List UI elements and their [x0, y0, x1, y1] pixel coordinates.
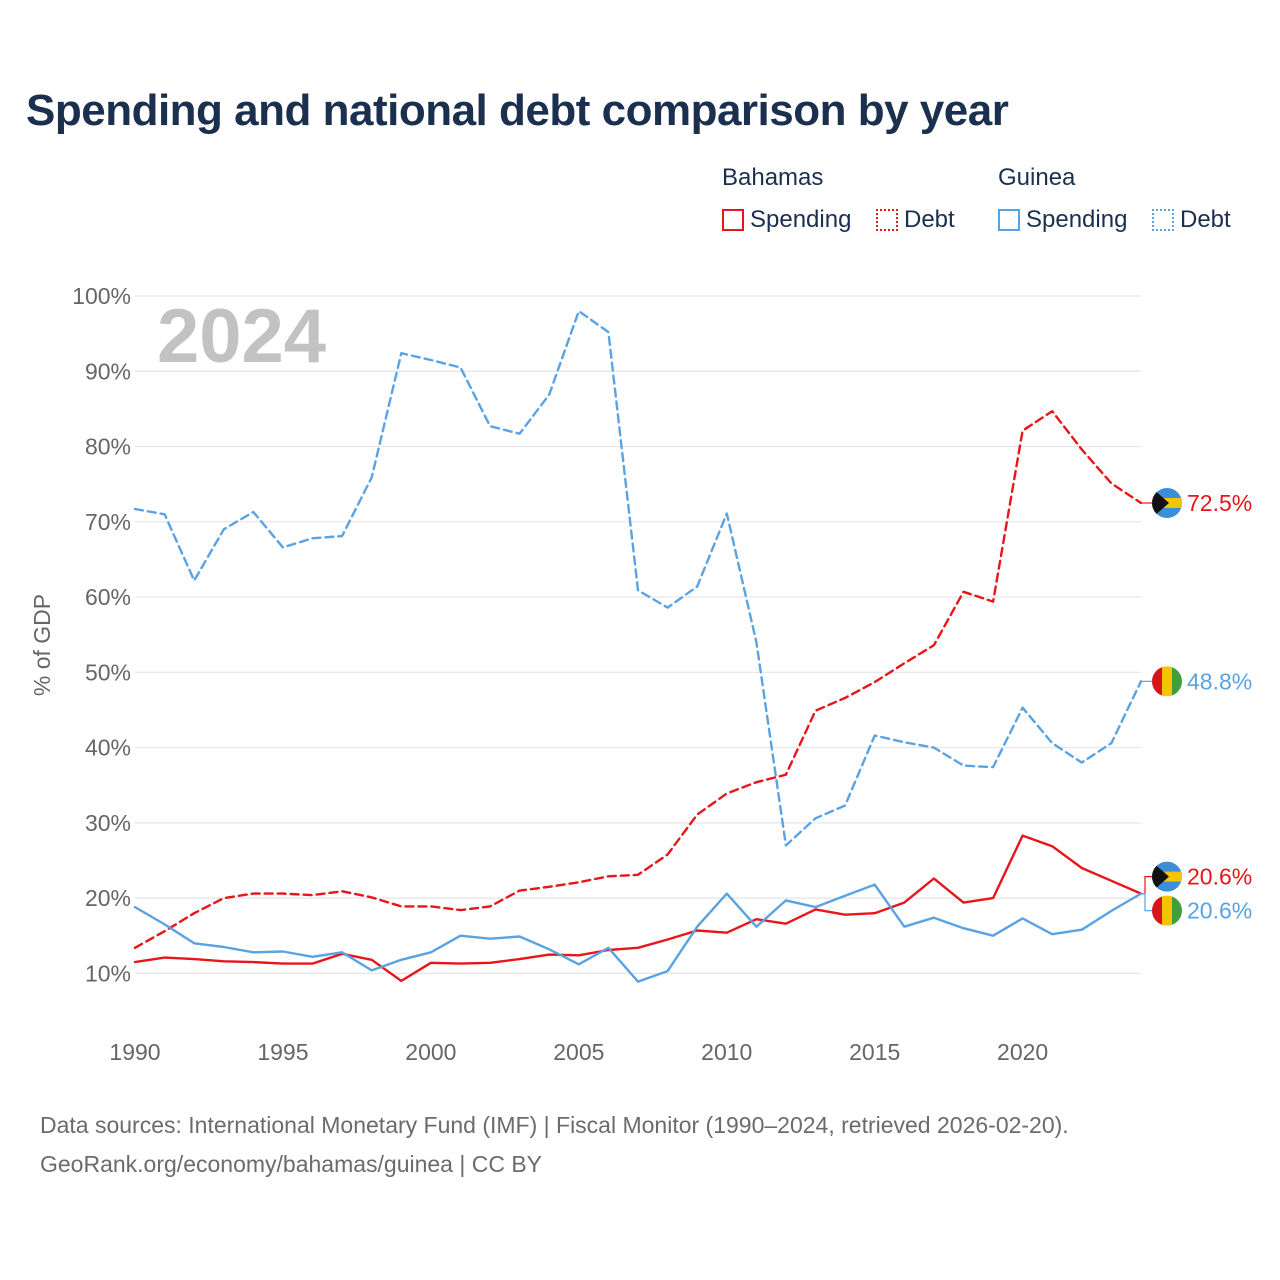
series-line-bahamas-spending[interactable]: [133, 834, 1143, 983]
x-tick-label: 2020: [997, 1039, 1048, 1065]
y-tick-label: 10%: [85, 960, 131, 986]
y-tick-label: 40%: [85, 735, 131, 761]
legend-label: Debt: [1180, 206, 1231, 233]
source-line-2[interactable]: GeoRank.org/economy/bahamas/guinea | CC …: [40, 1151, 543, 1177]
x-tick-label: 2015: [849, 1039, 900, 1065]
x-tick-label: 2010: [701, 1039, 752, 1065]
y-tick-label: 60%: [85, 584, 131, 610]
legend-item-bahamas-debt[interactable]: Debt: [876, 206, 955, 234]
legend-swatch-dotted-icon: [1152, 209, 1174, 231]
x-tick-label: 1995: [257, 1039, 308, 1065]
source-line-1: Data sources: International Monetary Fun…: [40, 1112, 1069, 1138]
legend-item-guinea-debt[interactable]: Debt: [1152, 206, 1231, 234]
end-value-label: 20.6%: [1187, 864, 1252, 890]
legend-item-guinea-spending[interactable]: Spending: [998, 206, 1127, 234]
x-tick-label: 1990: [109, 1039, 160, 1065]
end-value-label: 72.5%: [1187, 490, 1252, 516]
y-tick-label: 30%: [85, 810, 131, 836]
y-tick-label: 100%: [72, 283, 131, 309]
year-watermark: 2024: [157, 294, 326, 379]
legend-swatch-solid-icon: [998, 209, 1020, 231]
end-label-connector: [1141, 892, 1152, 912]
end-value-label: 20.6%: [1187, 898, 1252, 924]
series-line-guinea-spending[interactable]: [133, 883, 1143, 983]
end-label-connector: [1141, 875, 1152, 895]
legend-group-bahamas: Bahamas: [722, 164, 824, 191]
legend-group-guinea: Guinea: [998, 164, 1076, 191]
legend-label: Spending: [750, 206, 852, 233]
guinea-flag-icon: [1152, 666, 1182, 697]
series-line-bahamas-debt[interactable]: [133, 410, 1143, 949]
y-tick-label: 70%: [85, 509, 131, 535]
legend-swatch-solid-icon: [722, 209, 744, 231]
x-tick-label: 2005: [553, 1039, 604, 1065]
y-tick-label: 50%: [85, 659, 131, 685]
legend-item-bahamas-spending[interactable]: Spending: [722, 206, 851, 234]
x-tick-label: 2000: [405, 1039, 456, 1065]
y-tick-label: 20%: [85, 885, 131, 911]
y-tick-label: 80%: [85, 434, 131, 460]
y-axis-label: % of GDP: [29, 594, 55, 696]
y-tick-label: 90%: [85, 358, 131, 384]
series-line-guinea-debt[interactable]: [133, 309, 1143, 847]
end-value-label: 48.8%: [1187, 668, 1252, 694]
bahamas-flag-icon: [1152, 487, 1182, 518]
chart-title: Spending and national debt comparison by…: [26, 86, 1009, 135]
source-note: Data sources: International Monetary Fun…: [40, 1106, 1069, 1184]
bahamas-flag-icon: [1152, 861, 1182, 892]
legend-label: Spending: [1026, 206, 1128, 233]
legend-label: Debt: [904, 206, 955, 233]
guinea-flag-icon: [1152, 895, 1182, 926]
legend-swatch-dotted-icon: [876, 209, 898, 231]
